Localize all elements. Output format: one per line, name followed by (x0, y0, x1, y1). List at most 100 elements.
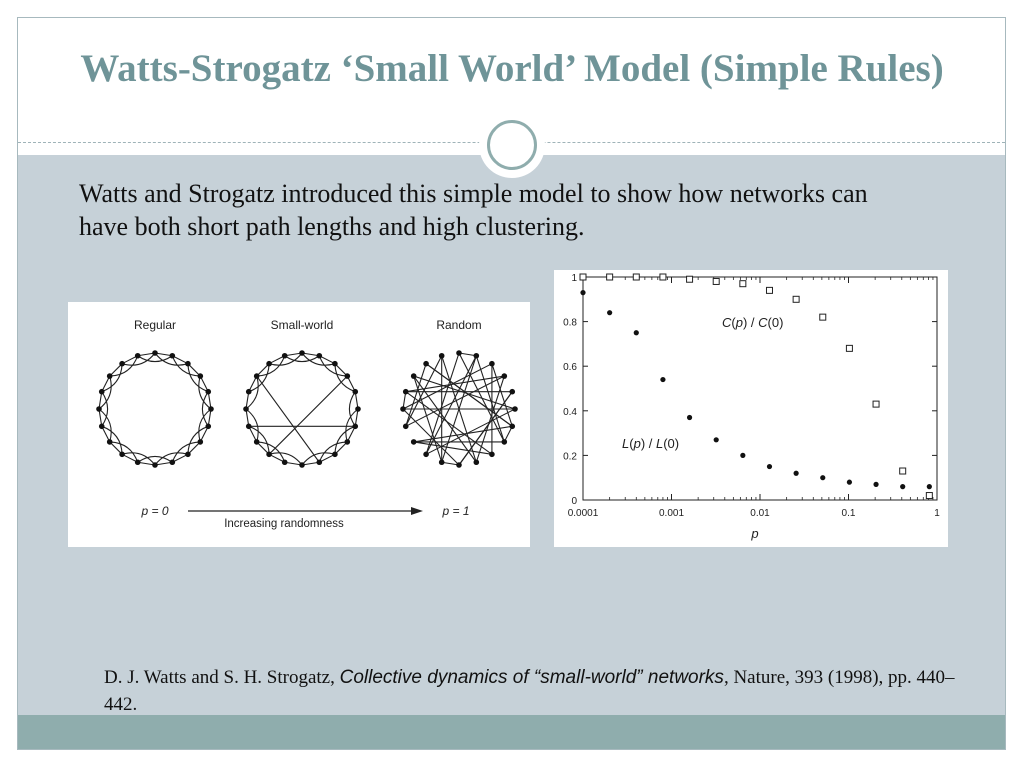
network-node (402, 388, 409, 395)
network-node (501, 439, 508, 445)
network-node (352, 423, 359, 430)
x-tick-label: 0.1 (842, 508, 856, 519)
regular-edge (199, 426, 209, 443)
small-world-edge (284, 355, 320, 363)
regular-edge (137, 455, 173, 463)
small-world-edge (345, 408, 359, 443)
network-node (205, 423, 212, 430)
network-node (438, 459, 445, 466)
regular-edge (172, 453, 189, 463)
network-node (245, 388, 252, 395)
random-edge (441, 461, 460, 466)
intro-text: Watts and Strogatz introduced this simpl… (79, 179, 868, 241)
plot-area (582, 276, 938, 501)
network-node (456, 350, 462, 356)
l-ratio-point (660, 376, 666, 383)
small-world-edge (256, 363, 270, 377)
regular-edge (109, 441, 139, 463)
small-world-edge (319, 355, 336, 365)
network-node (96, 406, 102, 412)
regular-edge (154, 452, 189, 466)
regular-edge (187, 441, 201, 455)
citation-details: , Nature, 393 (1998), pp. 440–442. (104, 667, 955, 715)
small-world-edge (346, 426, 356, 443)
c-ratio-point (845, 344, 853, 352)
l-ratio-point (926, 484, 932, 490)
small-world-edge (301, 461, 320, 466)
small-world-edge (354, 408, 359, 427)
regular-edge (98, 375, 112, 410)
random-edge (458, 391, 513, 466)
network-node (344, 373, 351, 379)
small-world-edge (354, 391, 359, 410)
regular-edge (187, 363, 209, 393)
regular-edge (98, 408, 103, 427)
random-edge (405, 375, 505, 427)
y-tick-label: 0 (571, 496, 577, 507)
regular-edge (171, 355, 201, 377)
network-node (245, 423, 252, 430)
random-edge (491, 363, 513, 427)
random-edge (405, 355, 443, 427)
network-node (197, 439, 204, 445)
series-label-l: L(p) / L(0) (622, 436, 679, 451)
arrow-head-icon (411, 507, 423, 515)
x-axis-label: p (750, 526, 758, 541)
small-world-edge (248, 426, 258, 443)
network-node (299, 462, 305, 468)
random-edge (413, 425, 513, 443)
c-ratio-point (872, 400, 880, 408)
regular-edge (171, 441, 201, 463)
chart-svg: 0 0.2 0.4 0.6 0.8 1 0.0001 0.001 0.01 0.1 1 C(p) /… (563, 273, 940, 541)
random-edge (405, 363, 427, 427)
small-world-shortcut (268, 375, 348, 455)
c-ratio-point (606, 273, 614, 281)
network-node (243, 406, 249, 412)
network-node (512, 406, 518, 412)
network-node (205, 388, 212, 395)
network-node (98, 388, 105, 395)
network-node (473, 459, 480, 466)
small-world-edge (284, 352, 303, 357)
random-edge (402, 408, 460, 466)
network-diagram: Regular Small-world Random p = 0 Increas… (96, 318, 518, 530)
regular-edge (207, 408, 212, 427)
regular-edge (101, 426, 111, 443)
l-ratio-point (580, 290, 586, 296)
small-world-edge (248, 363, 270, 393)
l-ratio-point (740, 452, 746, 458)
c-ratio-point (712, 277, 720, 285)
small-world-edge (248, 425, 270, 455)
network-node (106, 439, 113, 445)
citation-article: Collective dynamics of “small-world” net… (339, 667, 724, 688)
network-node (185, 451, 191, 458)
network-node (473, 352, 480, 359)
small-world-edge (319, 453, 336, 463)
random-edge (503, 426, 513, 443)
small-world-edge (318, 355, 348, 377)
c-ratio-point (925, 492, 933, 500)
citation: D. J. Watts and S. H. Strogatz, Collecti… (104, 664, 964, 718)
small-world-edge (245, 408, 250, 427)
regular-edge (172, 355, 189, 365)
l-ratio-point (686, 414, 693, 421)
network-node (410, 373, 417, 379)
small-world-edge (301, 352, 336, 366)
l-ratio-point (846, 479, 853, 485)
c-ratio-point (686, 275, 694, 283)
x-tick-label: 1 (934, 508, 940, 519)
small-world-edge (268, 355, 285, 365)
small-world-edge (245, 408, 259, 443)
network-node (423, 451, 429, 458)
random-edge (405, 391, 493, 455)
small-world-edge (318, 441, 348, 463)
small-world-edge (334, 441, 348, 455)
network-node (253, 439, 260, 445)
network-node (299, 350, 305, 356)
network-node (489, 451, 495, 458)
network-node (152, 350, 158, 356)
label-random: Random (436, 318, 481, 332)
network-node (489, 360, 495, 367)
random-edge (413, 441, 493, 455)
network-node (402, 423, 409, 430)
